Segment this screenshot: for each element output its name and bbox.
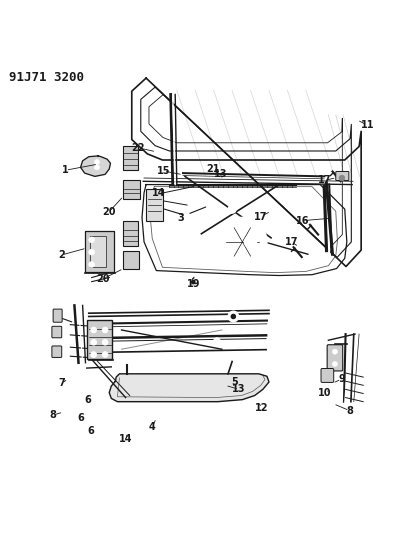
Circle shape <box>228 205 236 213</box>
Circle shape <box>332 349 337 354</box>
Text: 17: 17 <box>254 212 268 222</box>
Text: 6: 6 <box>77 413 84 423</box>
Circle shape <box>231 314 236 319</box>
Circle shape <box>189 278 197 286</box>
Text: 2: 2 <box>58 250 65 260</box>
FancyBboxPatch shape <box>85 231 114 272</box>
Circle shape <box>91 327 97 333</box>
Text: 6: 6 <box>84 394 91 405</box>
Text: 1: 1 <box>62 165 69 175</box>
Polygon shape <box>81 156 111 176</box>
Circle shape <box>102 340 108 345</box>
Text: 8: 8 <box>346 406 353 416</box>
Circle shape <box>95 165 99 170</box>
Circle shape <box>192 280 195 284</box>
Circle shape <box>245 236 257 248</box>
Circle shape <box>275 234 283 242</box>
Text: 13: 13 <box>214 169 228 179</box>
Circle shape <box>224 223 261 260</box>
Text: 7: 7 <box>58 378 65 388</box>
Circle shape <box>218 217 267 266</box>
FancyBboxPatch shape <box>123 181 140 199</box>
Circle shape <box>102 352 108 358</box>
Text: 17: 17 <box>285 237 298 247</box>
Circle shape <box>228 311 239 322</box>
Text: 21: 21 <box>206 164 219 174</box>
FancyBboxPatch shape <box>336 172 349 181</box>
Circle shape <box>89 249 95 255</box>
Text: 91J71 3200: 91J71 3200 <box>9 71 84 84</box>
Text: 17: 17 <box>318 175 331 185</box>
FancyBboxPatch shape <box>53 309 62 322</box>
Text: 14: 14 <box>119 434 132 445</box>
Text: 15: 15 <box>157 166 171 176</box>
Circle shape <box>268 208 274 214</box>
Polygon shape <box>109 374 269 402</box>
FancyBboxPatch shape <box>123 147 139 170</box>
Text: 16: 16 <box>296 216 310 225</box>
FancyBboxPatch shape <box>90 236 106 266</box>
FancyBboxPatch shape <box>123 221 139 246</box>
Text: 19: 19 <box>187 279 200 289</box>
Text: 13: 13 <box>232 384 246 394</box>
Text: 20: 20 <box>102 207 116 216</box>
Text: 9: 9 <box>338 374 345 384</box>
FancyBboxPatch shape <box>52 346 62 358</box>
Text: 6: 6 <box>88 426 94 436</box>
FancyBboxPatch shape <box>321 368 334 382</box>
Circle shape <box>214 338 220 344</box>
Circle shape <box>332 361 337 367</box>
Text: 22: 22 <box>131 143 145 153</box>
Text: 5: 5 <box>232 377 238 387</box>
Circle shape <box>95 159 99 165</box>
FancyBboxPatch shape <box>87 320 112 359</box>
Text: 8: 8 <box>50 410 57 420</box>
Circle shape <box>89 237 95 243</box>
FancyBboxPatch shape <box>52 326 62 338</box>
Circle shape <box>91 352 97 358</box>
Circle shape <box>89 262 95 268</box>
Text: 4: 4 <box>149 422 156 432</box>
FancyBboxPatch shape <box>327 345 343 371</box>
FancyBboxPatch shape <box>123 252 139 269</box>
Text: 14: 14 <box>152 188 165 198</box>
Text: 20: 20 <box>96 274 110 284</box>
Text: 10: 10 <box>319 387 332 398</box>
Circle shape <box>183 212 189 219</box>
FancyBboxPatch shape <box>146 189 163 221</box>
Circle shape <box>91 340 97 345</box>
Circle shape <box>102 327 108 333</box>
Text: 11: 11 <box>360 120 374 130</box>
Circle shape <box>339 175 345 181</box>
Text: 12: 12 <box>255 403 269 413</box>
Text: 3: 3 <box>178 213 184 223</box>
